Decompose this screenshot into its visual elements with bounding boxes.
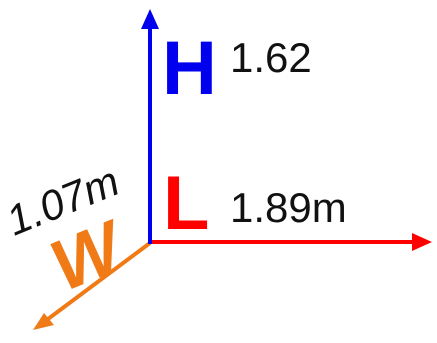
length-letter: L — [163, 161, 209, 246]
height-letter: H — [162, 26, 217, 111]
length-axis — [150, 233, 432, 251]
width-arrowhead-icon — [33, 313, 54, 330]
width-axis — [33, 241, 152, 330]
length-value: 1.89m — [230, 184, 347, 231]
length-arrowhead-icon — [412, 233, 432, 251]
width-axis-line — [42, 241, 152, 324]
height-value: 1.62 — [230, 34, 312, 81]
height-arrowhead-icon — [141, 9, 159, 29]
height-axis — [141, 9, 159, 244]
